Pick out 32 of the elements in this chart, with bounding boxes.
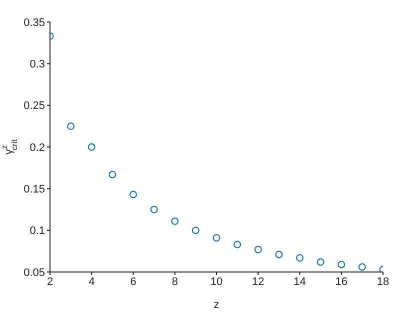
- x-tick-label: 4: [88, 276, 95, 288]
- point: [130, 190, 137, 198]
- point: [338, 260, 346, 268]
- point: [254, 246, 262, 254]
- point: [234, 240, 242, 248]
- point: [150, 206, 158, 214]
- point: [316, 258, 324, 266]
- x-axis-title: z: [214, 299, 220, 311]
- x-tick-label: 8: [172, 276, 178, 288]
- point: [88, 143, 96, 151]
- point: [358, 263, 366, 271]
- y-tick-label: 0.2: [30, 142, 45, 154]
- y-tick-label: 0.35: [24, 16, 45, 29]
- point: [296, 254, 304, 262]
- x-tick-label: 10: [210, 276, 223, 288]
- x-tick-label: 16: [335, 276, 348, 288]
- y-tick-label: 0.25: [24, 100, 45, 112]
- y-tick-label: 0.05: [24, 266, 45, 279]
- point: [192, 226, 200, 234]
- x-tick-label: 14: [294, 276, 306, 288]
- point: [212, 234, 220, 242]
- y-tick-label: 0.1: [30, 225, 45, 238]
- point: [67, 122, 75, 130]
- point: [275, 250, 283, 258]
- x-tick-label: 18: [376, 276, 390, 288]
- y-tick-label: 0.3: [30, 58, 45, 71]
- point: [108, 170, 116, 178]
- x-tick-label: 12: [252, 276, 264, 288]
- x-tick-label: 2: [46, 276, 54, 288]
- point: [171, 217, 179, 225]
- y-tick-label: 0.15: [24, 184, 45, 196]
- x-tick-label: 6: [130, 276, 136, 288]
